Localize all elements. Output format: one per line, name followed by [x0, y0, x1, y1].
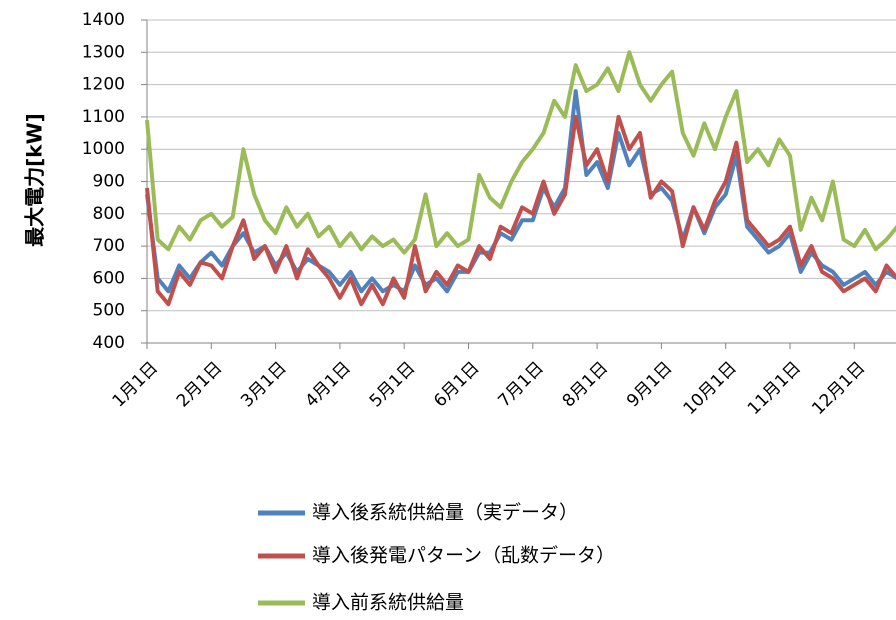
y-tick-label: 1400 — [82, 10, 125, 30]
y-tick-label: 800 — [93, 204, 125, 224]
y-tick-label: 500 — [93, 301, 125, 321]
legend-label: 導入後系統供給量（実データ） — [312, 502, 578, 524]
x-tick-label: 7月1日 — [494, 358, 547, 411]
x-tick-label: 1月1日 — [109, 358, 162, 411]
y-tick-label: 600 — [93, 268, 125, 288]
legend-label: 導入後発電パターン（乱数データ） — [312, 545, 615, 567]
y-axis-label: 最大電力[kW] — [23, 113, 47, 247]
series-line — [145, 114, 896, 307]
x-tick-label: 10月1日 — [680, 358, 741, 419]
x-tick-label: 4月1日 — [301, 358, 354, 411]
y-tick-label: 1300 — [82, 42, 125, 62]
series-line — [145, 50, 896, 255]
x-tick-label: 5月1日 — [366, 358, 419, 411]
x-tick-label: 9月1日 — [623, 358, 676, 411]
x-tick-label: 12月1日 — [808, 358, 869, 419]
series-line — [145, 89, 896, 294]
y-tick-label: 1000 — [82, 139, 125, 159]
y-tick-label: 700 — [93, 236, 125, 256]
x-tick-label: 6月1日 — [430, 358, 483, 411]
x-tick-label: 2月1日 — [173, 358, 226, 411]
x-tick-label: 3月1日 — [237, 358, 290, 411]
y-tick-label: 400 — [93, 333, 125, 353]
y-tick-label: 1200 — [82, 75, 125, 95]
y-tick-label: 900 — [93, 172, 125, 192]
y-tick-label: 1100 — [82, 107, 125, 127]
legend-label: 導入前系統供給量 — [312, 592, 464, 614]
x-tick-label: 11月1日 — [744, 358, 805, 419]
x-tick-label: 8月1日 — [559, 358, 612, 411]
